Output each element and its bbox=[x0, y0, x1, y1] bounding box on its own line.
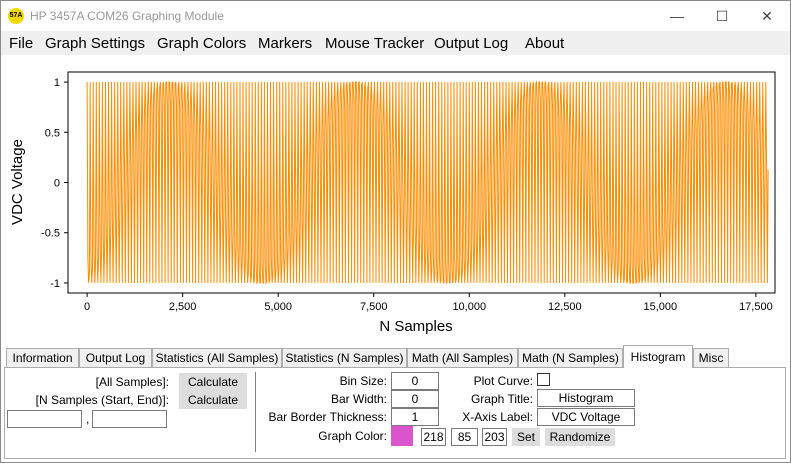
plot-curve-label: Plot Curve: bbox=[473, 374, 533, 388]
tab-statistics-n[interactable]: Statistics (N Samples) bbox=[282, 348, 407, 367]
menu-bar: File Graph Settings Graph Colors Markers… bbox=[1, 31, 790, 55]
menu-output-log[interactable]: Output Log bbox=[434, 35, 509, 52]
graph-color-label: Graph Color: bbox=[318, 429, 387, 443]
x-axis-ticks: 0 2,500 5,000 7,500 10,000 12,500 15,000 17,500 bbox=[84, 293, 773, 313]
tab-math-all[interactable]: Math (All Samples) bbox=[407, 348, 518, 367]
all-samples-label: [All Samples]: bbox=[95, 375, 169, 389]
x-tick-label: 0 bbox=[84, 301, 90, 313]
set-color-button[interactable]: Set bbox=[512, 428, 540, 446]
menu-markers[interactable]: Markers bbox=[258, 35, 313, 52]
title-bar: 57A HP 3457A COM26 Graphing Module — ☐ ✕ bbox=[1, 1, 790, 31]
window-title: HP 3457A COM26 Graphing Module bbox=[30, 9, 224, 23]
tab-strip: Information Output Log Statistics (All S… bbox=[1, 345, 790, 368]
x-tick-label: 12,500 bbox=[548, 301, 582, 313]
bar-border-input[interactable] bbox=[391, 408, 439, 426]
signal-series-line bbox=[86, 80, 769, 285]
tab-information[interactable]: Information bbox=[6, 348, 79, 367]
graph-color-swatch[interactable] bbox=[391, 426, 413, 446]
y-axis-ticks: -1 -0.5 0 0.5 1 bbox=[41, 77, 68, 290]
maximize-button[interactable]: ☐ bbox=[715, 8, 729, 24]
x-tick-label: 17,500 bbox=[739, 301, 773, 313]
x-axis-label-input[interactable] bbox=[537, 408, 635, 426]
app-logo-icon: 57A bbox=[8, 8, 24, 24]
tab-output-log[interactable]: Output Log bbox=[79, 348, 152, 367]
x-tick-label: 15,000 bbox=[644, 301, 678, 313]
x-tick-label: 2,500 bbox=[169, 301, 197, 313]
voltage-chart[interactable]: 0 2,500 5,000 7,500 10,000 12,500 15,000 17,500… bbox=[1, 55, 790, 341]
y-tick-label: 0.5 bbox=[45, 127, 60, 139]
y-tick-label: 1 bbox=[54, 77, 60, 89]
x-axis-label-label: X-Axis Label: bbox=[462, 410, 533, 424]
graph-title-label: Graph Title: bbox=[470, 392, 533, 406]
color-r-input[interactable] bbox=[421, 428, 446, 446]
minimize-button[interactable]: — bbox=[670, 8, 684, 24]
tab-statistics-all[interactable]: Statistics (All Samples) bbox=[152, 348, 282, 367]
calculate-all-button[interactable]: Calculate bbox=[179, 373, 247, 391]
graph-title-input[interactable] bbox=[537, 389, 635, 407]
color-b-input[interactable] bbox=[482, 428, 507, 446]
tab-histogram[interactable]: Histogram bbox=[623, 345, 693, 368]
bar-border-label: Bar Border Thickness: bbox=[268, 410, 388, 424]
color-g-input[interactable] bbox=[451, 428, 478, 446]
bar-width-input[interactable] bbox=[391, 390, 439, 408]
menu-graph-settings[interactable]: Graph Settings bbox=[45, 35, 146, 52]
y-tick-label: -0.5 bbox=[41, 228, 60, 240]
n-start-input[interactable] bbox=[7, 410, 82, 428]
n-samples-label: [N Samples (Start, End)]: bbox=[35, 393, 169, 407]
bin-size-label: Bin Size: bbox=[339, 374, 387, 388]
n-end-input[interactable] bbox=[92, 410, 167, 428]
bin-size-input[interactable] bbox=[391, 372, 439, 390]
tab-misc[interactable]: Misc bbox=[693, 348, 729, 367]
y-tick-label: 0 bbox=[54, 178, 60, 190]
tab-math-n[interactable]: Math (N Samples) bbox=[518, 348, 623, 367]
menu-about[interactable]: About bbox=[525, 35, 565, 52]
graph-panel[interactable]: 0 2,500 5,000 7,500 10,000 12,500 15,000 17,500… bbox=[1, 55, 790, 341]
randomize-color-button[interactable]: Randomize bbox=[545, 428, 615, 446]
comma-separator: , bbox=[86, 412, 90, 426]
menu-file[interactable]: File bbox=[9, 35, 34, 52]
x-axis-label: N Samples bbox=[379, 318, 452, 335]
plot-curve-checkbox[interactable] bbox=[537, 373, 550, 386]
x-tick-label: 7,500 bbox=[360, 301, 388, 313]
menu-graph-colors[interactable]: Graph Colors bbox=[157, 35, 247, 52]
histogram-tab-panel: [All Samples]: Calculate [N Samples (Sta… bbox=[4, 367, 786, 459]
calculate-n-button[interactable]: Calculate bbox=[179, 391, 247, 409]
close-button[interactable]: ✕ bbox=[761, 8, 773, 24]
bar-width-label: Bar Width: bbox=[330, 392, 387, 406]
y-axis-label: VDC Voltage bbox=[9, 139, 26, 225]
x-tick-label: 10,000 bbox=[452, 301, 486, 313]
y-tick-label: -1 bbox=[50, 278, 60, 290]
menu-mouse-tracker[interactable]: Mouse Tracker bbox=[325, 35, 425, 52]
section-divider bbox=[255, 372, 256, 452]
x-tick-label: 5,000 bbox=[264, 301, 292, 313]
